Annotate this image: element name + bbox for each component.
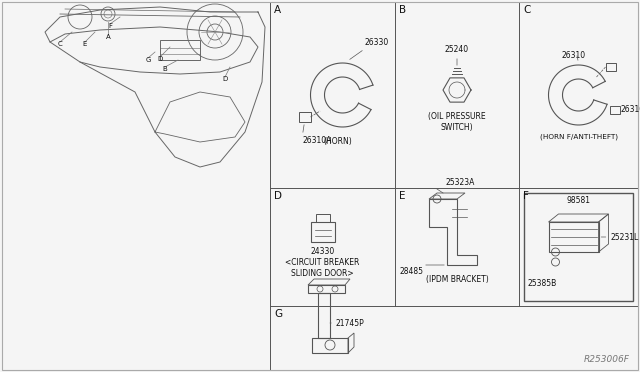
Text: B: B	[399, 5, 406, 15]
Text: <CIRCUIT BREAKER: <CIRCUIT BREAKER	[285, 258, 360, 267]
Bar	[548, 222, 598, 252]
Text: SLIDING DOOR>: SLIDING DOOR>	[291, 269, 354, 278]
Text: 25240: 25240	[445, 45, 469, 54]
Text: C: C	[58, 41, 62, 47]
Text: 26330: 26330	[365, 38, 388, 47]
Bar	[298, 112, 310, 122]
Text: 26310A: 26310A	[621, 106, 640, 115]
Bar	[160, 40, 200, 60]
Text: 98581: 98581	[566, 196, 591, 205]
Text: (OIL PRESSURE: (OIL PRESSURE	[428, 112, 486, 121]
Text: SWITCH): SWITCH)	[441, 123, 474, 132]
Text: 28485: 28485	[399, 267, 423, 276]
Text: C: C	[523, 5, 531, 15]
Text: F: F	[523, 191, 529, 201]
Text: A: A	[274, 5, 281, 15]
Text: 25385B: 25385B	[528, 279, 557, 288]
Bar	[524, 193, 633, 301]
Text: (HORN): (HORN)	[323, 137, 352, 146]
Text: E: E	[83, 41, 87, 47]
Bar	[310, 222, 335, 242]
Text: 26310: 26310	[561, 51, 586, 60]
Text: 25323A: 25323A	[445, 178, 474, 187]
Text: (IPDM BRACKET): (IPDM BRACKET)	[426, 275, 488, 284]
Text: F: F	[108, 23, 112, 29]
Text: A: A	[106, 34, 110, 40]
Text: R253006F: R253006F	[584, 355, 630, 364]
Text: G: G	[274, 309, 282, 319]
Text: (HORN F/ANTI-THEFT): (HORN F/ANTI-THEFT)	[540, 133, 618, 140]
Text: 26310A: 26310A	[303, 136, 332, 145]
Bar	[609, 106, 620, 114]
Text: B: B	[163, 66, 168, 72]
Text: D: D	[274, 191, 282, 201]
Text: E: E	[399, 191, 406, 201]
Text: D: D	[222, 76, 228, 82]
Text: 21745P: 21745P	[335, 318, 364, 327]
Text: 25231L: 25231L	[611, 232, 639, 241]
Text: D: D	[157, 56, 163, 62]
Text: G: G	[145, 57, 150, 63]
Bar	[316, 214, 330, 222]
Text: 24330: 24330	[310, 247, 335, 256]
Bar	[605, 63, 616, 71]
